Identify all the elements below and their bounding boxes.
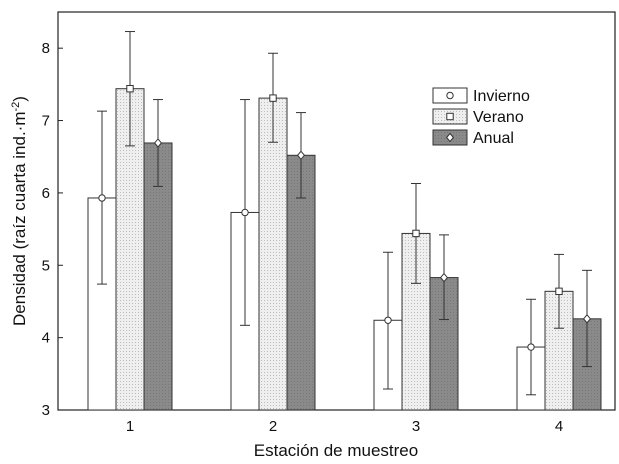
mean-marker-diamond <box>439 272 449 283</box>
legend: Invierno Verano Anual <box>432 87 530 147</box>
error-bars <box>97 31 592 396</box>
mean-marker-circle <box>527 343 535 351</box>
x-tick-label: 1 <box>126 418 134 435</box>
y-tick-label: 8 <box>42 40 50 57</box>
mean-marker-square <box>555 287 563 296</box>
y-tick-label: 6 <box>42 185 50 202</box>
legend-marker-diamond <box>445 132 455 143</box>
y-axis-title-main: Densidad (raíz cuarta ind.·m <box>10 111 29 325</box>
bar <box>258 97 288 411</box>
y-axis-ticks: 3 4 5 6 7 8 <box>42 40 63 419</box>
mean-marker-diamond <box>296 150 306 161</box>
legend-marker-circle <box>446 91 454 100</box>
y-axis-title: Densidad (raíz cuarta ind.·m-2) <box>10 96 29 326</box>
y-axis-title-close: ) <box>10 96 29 102</box>
mean-marker-diamond <box>582 314 592 324</box>
x-axis-title: Estación de muestreo <box>254 441 418 460</box>
mean-marker-circle <box>241 208 249 217</box>
x-tick-label: 2 <box>269 418 277 435</box>
y-tick-label: 5 <box>42 257 50 274</box>
plot-frame <box>57 11 616 411</box>
y-tick-label: 3 <box>42 402 50 419</box>
mean-marker-square <box>412 229 420 238</box>
mean-marker-circle <box>98 194 106 202</box>
mean-markers <box>98 85 592 351</box>
legend-marker-square <box>446 112 454 121</box>
x-tick-label: 4 <box>555 418 563 435</box>
y-axis-title-superscript: -2 <box>10 102 22 112</box>
x-tick-label: 3 <box>412 418 420 435</box>
mean-marker-square <box>126 85 134 93</box>
legend-label: Verano <box>473 109 524 126</box>
mean-marker-diamond <box>153 138 163 148</box>
y-tick-label: 7 <box>42 113 50 130</box>
y-tick-label: 4 <box>42 330 50 347</box>
mean-marker-square <box>269 94 277 102</box>
legend-label: Anual <box>473 130 514 147</box>
legend-label: Invierno <box>473 88 530 105</box>
bar-series <box>87 88 602 411</box>
mean-marker-circle <box>384 316 392 324</box>
